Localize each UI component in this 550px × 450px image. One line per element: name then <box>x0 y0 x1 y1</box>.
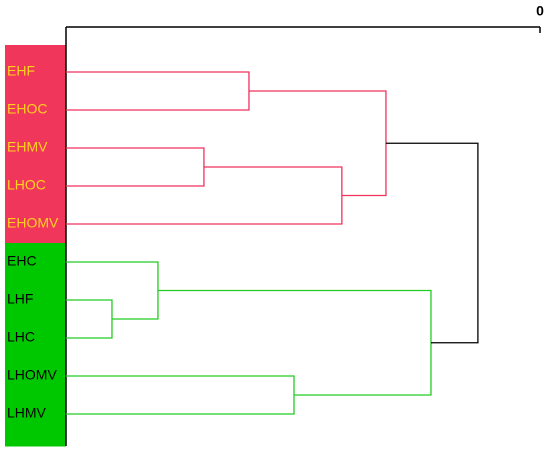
leaf-band <box>5 319 66 358</box>
leaf-band <box>5 205 66 244</box>
leaf-band <box>5 281 66 320</box>
leaf-band <box>5 243 66 282</box>
leaf-label: EHMV <box>7 139 48 155</box>
link <box>248 90 387 197</box>
leaf-label: LHOMV <box>7 367 57 383</box>
leaf-label: LHF <box>7 291 33 307</box>
leaf-band <box>5 395 66 447</box>
leaf-label: LHOC <box>7 177 46 193</box>
link <box>66 71 250 111</box>
leaf-label: EHF <box>7 63 35 79</box>
link <box>385 142 479 344</box>
leaf-band <box>5 357 66 396</box>
link <box>66 299 113 339</box>
leaf-band <box>5 45 66 92</box>
link <box>66 375 295 415</box>
leaf-label: EHC <box>7 253 37 269</box>
leaf-label: LHC <box>7 329 35 345</box>
leaf-band <box>5 91 66 130</box>
leaf-band <box>5 167 66 206</box>
leaf-label: EHOC <box>7 101 47 117</box>
leaf-band <box>5 129 66 168</box>
leaf-label: LHMV <box>7 405 47 421</box>
leaf-label: EHOMV <box>7 215 59 231</box>
link <box>66 147 205 187</box>
x-tick-label: 0 <box>536 3 544 19</box>
